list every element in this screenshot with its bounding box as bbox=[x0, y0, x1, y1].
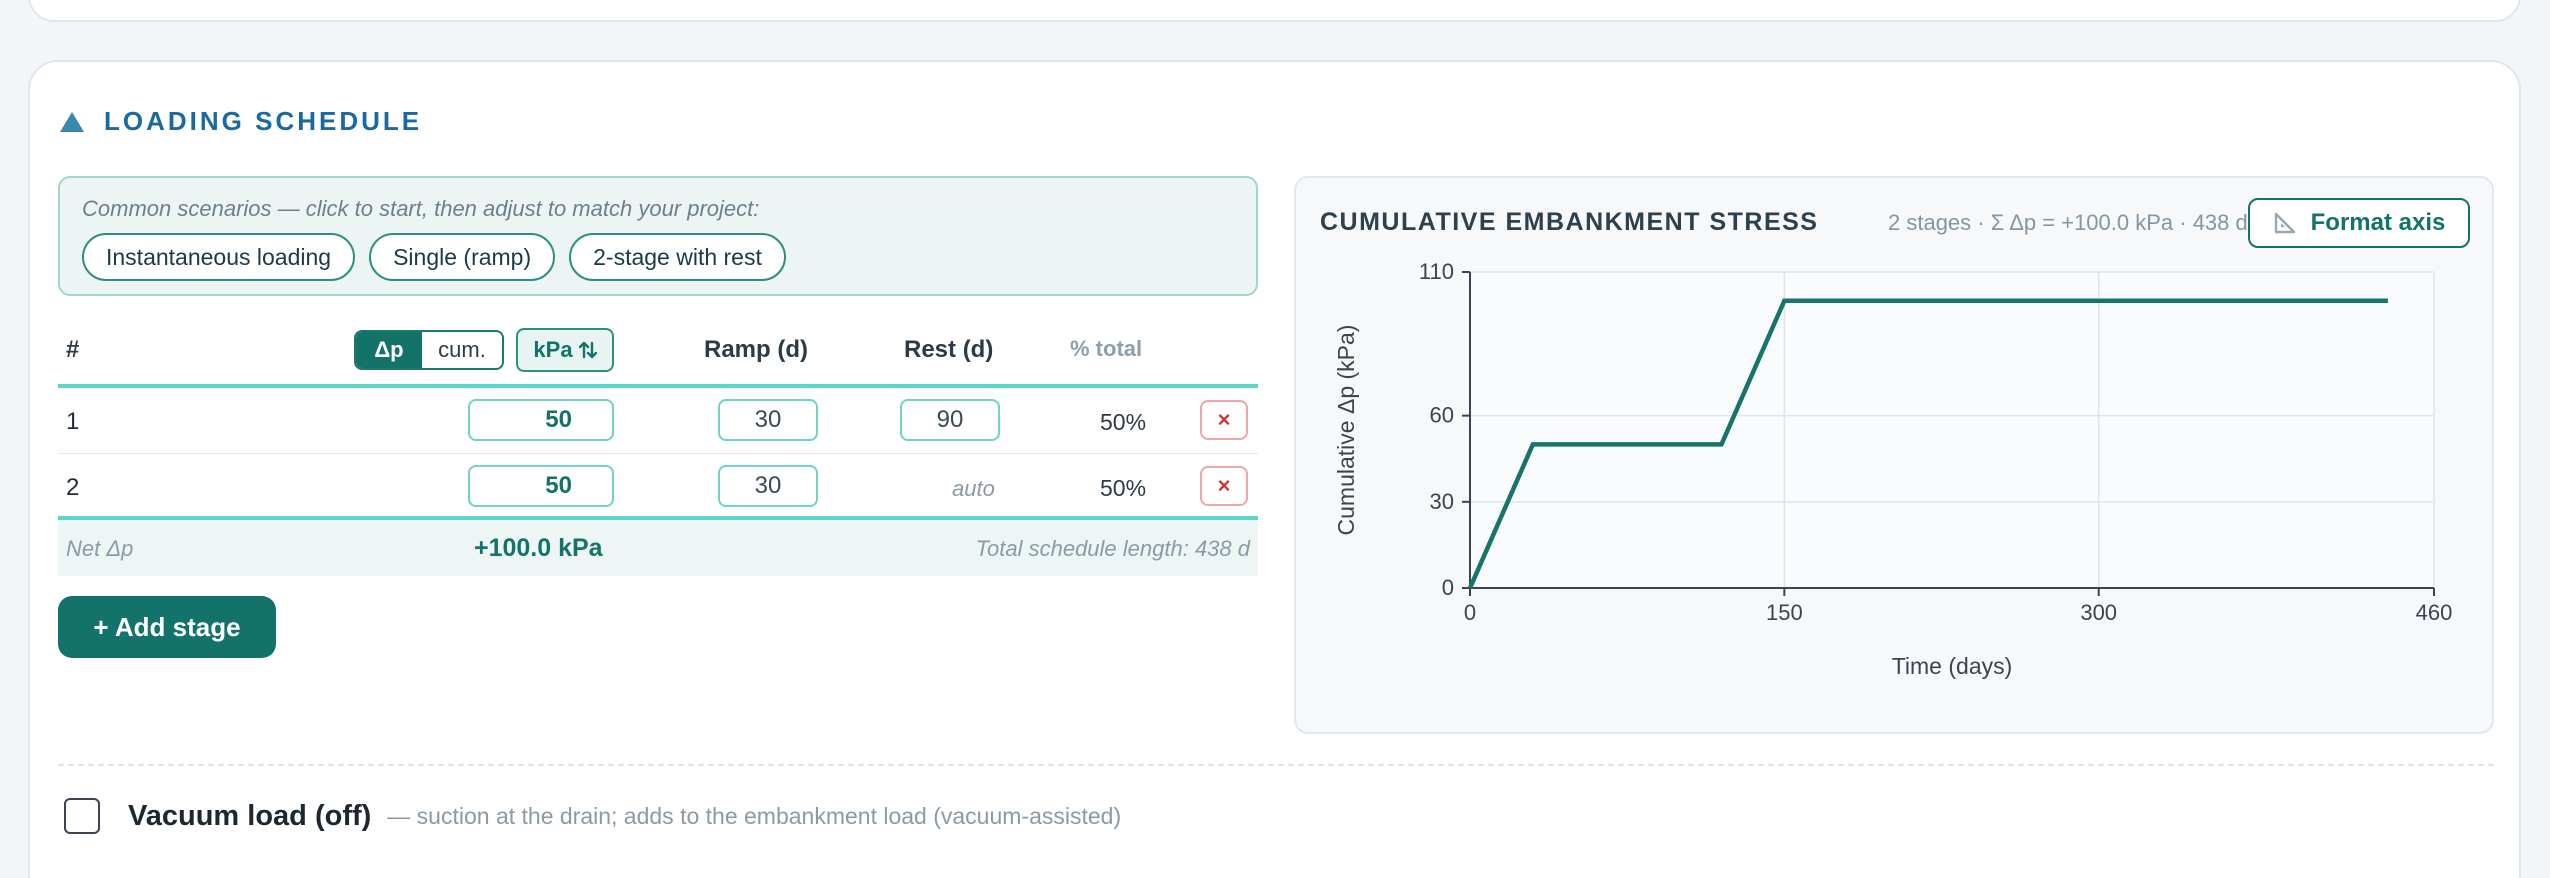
add-stage-button[interactable]: + Add stage bbox=[58, 596, 276, 658]
footer-divider bbox=[58, 516, 1258, 520]
stage-rest-auto: auto bbox=[952, 476, 995, 501]
stage-ramp-input[interactable]: 30 bbox=[718, 399, 818, 441]
scenarios-box: Common scenarios — click to start, then … bbox=[58, 176, 1258, 296]
delete-stage-button[interactable]: × bbox=[1200, 466, 1248, 506]
stage-ramp-input[interactable]: 30 bbox=[718, 465, 818, 507]
net-value: +100.0 kPa bbox=[474, 534, 603, 562]
x-tick-label: 460 bbox=[2416, 600, 2453, 625]
col-header-pct: % total bbox=[1070, 336, 1143, 361]
x-tick-label: 0 bbox=[1464, 600, 1476, 625]
unit-button[interactable]: kPa bbox=[516, 328, 614, 372]
y-axis-label: Cumulative Δp (kPa) bbox=[1333, 325, 1359, 536]
chart-title: CUMULATIVE EMBANKMENT STRESS bbox=[1320, 208, 1819, 236]
col-header-ramp: Ramp (d) bbox=[704, 336, 808, 363]
unit-label: kPa bbox=[533, 337, 573, 362]
section-title: LOADING SCHEDULE bbox=[104, 106, 423, 136]
stage-load-input[interactable]: 50 bbox=[468, 465, 614, 507]
scenarios-hint: Common scenarios — click to start, then … bbox=[82, 196, 760, 221]
stress-chart: 0 150 300 460 0 30 60 110 Time (days) Cumulative … bbox=[1333, 259, 2453, 679]
net-total-row: Net Δp +100.0 kPa Total schedule length:… bbox=[58, 520, 1258, 576]
scenario-two-stage-button[interactable]: 2-stage with rest bbox=[569, 233, 786, 281]
stage-load-input[interactable]: 50 bbox=[468, 399, 614, 441]
x-axis-label: Time (days) bbox=[1892, 653, 2013, 679]
y-tick-label: 60 bbox=[1430, 403, 1454, 428]
col-header-rest: Rest (d) bbox=[904, 336, 994, 363]
stage-pct: 50% bbox=[1100, 409, 1147, 435]
schedule-length: Total schedule length: 438 d bbox=[975, 536, 1250, 561]
stage-number: 1 bbox=[66, 408, 80, 435]
plot-area bbox=[1470, 272, 2434, 588]
chart-summary: 2 stages · Σ Δp = +100.0 kPa · 438 d bbox=[1888, 210, 2248, 235]
cumulative-mode-option[interactable]: cum. bbox=[438, 337, 486, 362]
scenario-single-ramp-button[interactable]: Single (ramp) bbox=[369, 233, 556, 281]
stage-number: 2 bbox=[66, 474, 80, 501]
vacuum-load-title: Vacuum load (off) bbox=[128, 799, 372, 832]
series-line bbox=[1467, 298, 2388, 589]
x-tick-label: 300 bbox=[2080, 600, 2117, 625]
previous-card bbox=[28, 0, 2521, 22]
ruler-triangle-icon bbox=[2274, 212, 2295, 234]
swap-arrows-icon bbox=[578, 341, 597, 359]
chart-panel: 0 150 300 460 0 30 60 110 Time (days) Cumulative … bbox=[1294, 176, 2494, 734]
delta-mode-option[interactable]: Δp bbox=[356, 332, 422, 368]
delete-stage-button[interactable]: × bbox=[1200, 400, 1248, 440]
x-tick-label: 150 bbox=[1766, 600, 1803, 625]
col-header-num: # bbox=[66, 336, 80, 363]
collapse-triangle-icon[interactable] bbox=[60, 111, 84, 132]
net-label: Net Δp bbox=[66, 536, 134, 561]
section-divider bbox=[58, 764, 2494, 766]
vacuum-load-checkbox[interactable] bbox=[64, 798, 100, 834]
format-axis-label: Format axis bbox=[2310, 209, 2446, 236]
y-tick-label: 0 bbox=[1442, 575, 1454, 600]
row-divider bbox=[58, 453, 1258, 454]
stage-rest-input[interactable]: 90 bbox=[900, 399, 1000, 441]
vacuum-load-row: Vacuum load (off) — suction at the drain… bbox=[64, 798, 1121, 834]
scenario-instantaneous-button[interactable]: Instantaneous loading bbox=[82, 233, 356, 281]
scenario-buttons: Instantaneous loading Single (ramp) 2-st… bbox=[82, 233, 786, 281]
y-tick-label: 110 bbox=[1419, 259, 1454, 284]
vacuum-load-description: — suction at the drain; adds to the emba… bbox=[387, 802, 1122, 829]
header-divider bbox=[58, 384, 1258, 388]
stage-pct: 50% bbox=[1100, 475, 1147, 501]
load-mode-toggle[interactable]: Δp cum. bbox=[354, 330, 504, 370]
format-axis-button[interactable]: Format axis bbox=[2248, 198, 2470, 248]
y-tick-label: 30 bbox=[1430, 489, 1454, 514]
section-header[interactable]: LOADING SCHEDULE bbox=[60, 106, 422, 137]
